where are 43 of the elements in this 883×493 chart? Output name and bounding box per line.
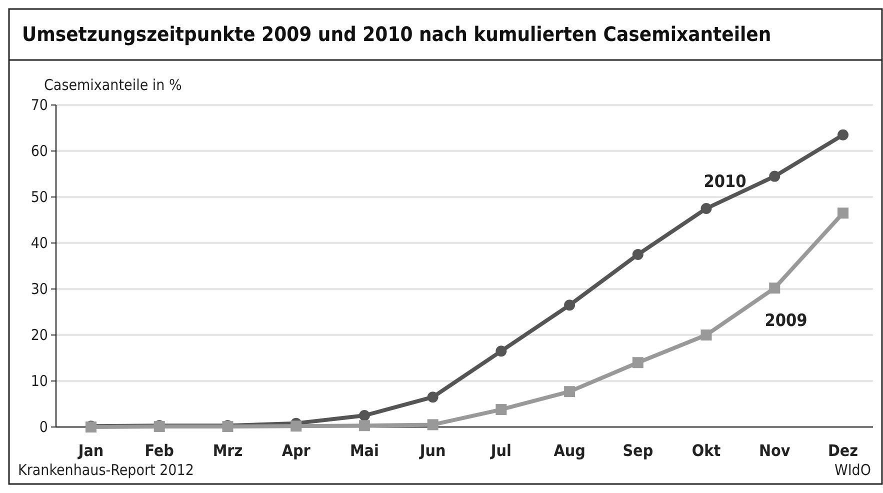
x-tick-label: Okt <box>692 441 721 460</box>
point <box>632 249 644 260</box>
x-tick-label: Jun <box>418 441 446 460</box>
point <box>632 357 644 368</box>
point <box>769 170 780 182</box>
point <box>496 404 507 416</box>
y-tick-label: 20 <box>30 326 48 344</box>
point <box>496 346 507 357</box>
point <box>427 392 438 403</box>
point <box>838 129 848 140</box>
point <box>427 419 438 430</box>
y-tick-label: 50 <box>30 188 48 206</box>
point <box>838 208 848 219</box>
x-tick-label: Sep <box>622 441 654 460</box>
y-tick-label: 60 <box>30 142 48 160</box>
x-tick-label: Apr <box>282 441 312 460</box>
x-tick-label: Jul <box>490 441 512 460</box>
y-tick-label: 30 <box>30 280 48 298</box>
x-tick-label: Feb <box>144 441 174 460</box>
series-label: 2009 <box>764 311 808 332</box>
series-label: 2010 <box>704 172 746 192</box>
point <box>564 300 576 311</box>
x-tick-label: Dez <box>828 441 858 460</box>
text: WIdO <box>834 461 871 479</box>
x-tick-label: Nov <box>758 441 791 460</box>
point <box>564 386 576 398</box>
y-tick-label: 0 <box>39 418 48 436</box>
y-tick-label: 10 <box>30 372 48 390</box>
x-tick-label: Aug <box>554 441 586 460</box>
point <box>700 330 712 340</box>
y-tick-label: 70 <box>30 96 48 114</box>
x-tick-label: Jan <box>77 441 104 460</box>
point <box>769 282 780 294</box>
point <box>358 420 370 432</box>
y-tick-label: 40 <box>30 234 48 252</box>
point <box>700 203 712 214</box>
y-axis-title: Casemixanteile in % <box>44 76 182 94</box>
chart-title: Umsetzungszeitpunkte 2009 und 2010 nach kumulierten Casemixanteilen <box>22 22 772 46</box>
x-tick-label: Mrz <box>212 441 243 460</box>
point <box>290 420 302 432</box>
point <box>358 410 370 421</box>
text: Krankenhaus-Report 2012 <box>18 461 194 479</box>
x-tick-label: Mai <box>350 441 379 460</box>
